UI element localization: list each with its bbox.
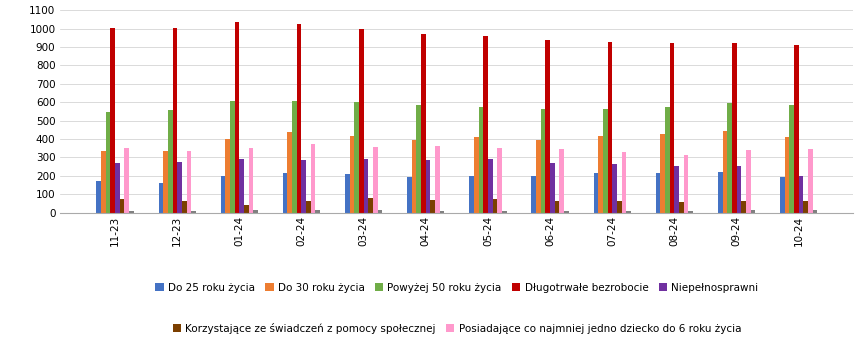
Bar xyxy=(239,158,244,213)
Bar xyxy=(172,28,177,213)
Bar xyxy=(483,36,487,213)
Bar xyxy=(779,177,784,213)
Bar xyxy=(474,137,478,213)
Bar xyxy=(124,147,129,213)
Bar xyxy=(798,176,802,213)
Bar xyxy=(625,211,630,213)
Bar xyxy=(115,163,120,213)
Bar xyxy=(350,136,354,213)
Bar xyxy=(727,103,731,213)
Bar xyxy=(406,177,412,213)
Bar xyxy=(344,174,350,213)
Bar xyxy=(439,211,444,213)
Bar xyxy=(230,100,234,213)
Bar xyxy=(225,139,230,213)
Bar xyxy=(412,140,416,213)
Bar xyxy=(745,150,750,213)
Bar xyxy=(688,211,692,213)
Bar xyxy=(101,151,106,213)
Bar xyxy=(368,199,373,213)
Bar xyxy=(731,43,735,213)
Bar xyxy=(248,148,253,213)
Bar xyxy=(416,105,421,213)
Bar xyxy=(683,155,688,213)
Bar xyxy=(497,148,501,213)
Bar xyxy=(358,29,363,213)
Bar xyxy=(425,160,430,213)
Bar xyxy=(735,166,740,213)
Bar xyxy=(220,176,225,213)
Bar xyxy=(540,109,545,213)
Bar xyxy=(186,151,191,213)
Bar xyxy=(559,149,563,213)
Bar xyxy=(593,173,598,213)
Bar xyxy=(655,173,660,213)
Bar xyxy=(377,210,381,213)
Bar xyxy=(740,201,745,213)
Bar xyxy=(363,159,368,213)
Bar xyxy=(282,173,288,213)
Bar xyxy=(611,164,616,213)
Bar xyxy=(621,152,625,213)
Bar xyxy=(373,147,377,213)
Bar xyxy=(435,146,439,213)
Bar xyxy=(554,201,559,213)
Bar xyxy=(163,151,168,213)
Bar xyxy=(717,172,722,213)
Bar xyxy=(501,211,506,213)
Bar xyxy=(549,163,554,213)
Bar xyxy=(354,102,358,213)
Bar xyxy=(120,199,124,213)
Bar xyxy=(129,211,133,213)
Bar xyxy=(306,201,311,213)
Bar xyxy=(168,110,172,213)
Bar xyxy=(487,159,492,213)
Bar xyxy=(288,132,292,213)
Bar xyxy=(191,211,195,213)
Bar xyxy=(598,136,602,213)
Bar xyxy=(678,202,683,213)
Bar xyxy=(311,144,315,213)
Bar xyxy=(253,210,257,213)
Bar xyxy=(607,43,611,213)
Bar xyxy=(315,211,319,213)
Bar xyxy=(531,176,536,213)
Bar xyxy=(784,137,789,213)
Bar xyxy=(536,140,540,213)
Bar xyxy=(673,166,678,213)
Bar xyxy=(96,181,101,213)
Bar xyxy=(812,211,816,213)
Bar xyxy=(106,112,110,213)
Bar xyxy=(669,43,673,213)
Bar xyxy=(602,109,607,213)
Bar xyxy=(793,45,798,213)
Bar xyxy=(563,211,568,213)
Bar xyxy=(492,199,497,213)
Bar xyxy=(660,134,665,213)
Bar xyxy=(722,131,727,213)
Bar xyxy=(182,201,186,213)
Bar xyxy=(807,149,812,213)
Bar xyxy=(750,210,754,213)
Bar xyxy=(468,176,474,213)
Bar xyxy=(301,160,306,213)
Bar xyxy=(177,162,182,213)
Bar xyxy=(478,107,483,213)
Bar xyxy=(616,201,621,213)
Bar xyxy=(110,28,115,213)
Bar xyxy=(665,107,669,213)
Bar xyxy=(802,201,807,213)
Bar xyxy=(545,40,549,213)
Bar xyxy=(421,34,425,213)
Bar xyxy=(430,200,435,213)
Bar xyxy=(292,101,296,213)
Bar xyxy=(296,24,301,213)
Bar xyxy=(789,105,793,213)
Bar xyxy=(158,183,163,213)
Bar xyxy=(234,22,239,213)
Bar xyxy=(244,204,248,213)
